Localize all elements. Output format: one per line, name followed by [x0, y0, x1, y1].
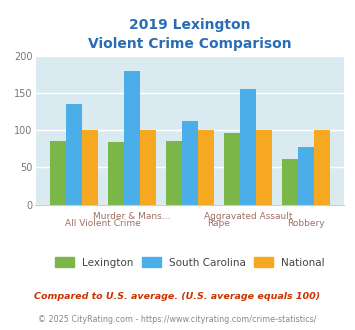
Bar: [240, 89, 256, 205]
Bar: [182, 121, 198, 205]
Bar: [140, 130, 156, 205]
Bar: [224, 133, 240, 205]
Text: Rape: Rape: [207, 219, 230, 228]
Text: © 2025 CityRating.com - https://www.cityrating.com/crime-statistics/: © 2025 CityRating.com - https://www.city…: [38, 315, 317, 324]
Title: 2019 Lexington
Violent Crime Comparison: 2019 Lexington Violent Crime Comparison: [88, 18, 292, 51]
Bar: [165, 142, 182, 205]
Legend: Lexington, South Carolina, National: Lexington, South Carolina, National: [52, 254, 328, 271]
Bar: [314, 130, 330, 205]
Text: Robbery: Robbery: [287, 219, 325, 228]
Bar: [256, 130, 272, 205]
Text: All Violent Crime: All Violent Crime: [65, 219, 141, 228]
Bar: [66, 104, 82, 205]
Bar: [282, 159, 298, 205]
Bar: [198, 130, 214, 205]
Bar: [298, 147, 314, 205]
Text: Aggravated Assault: Aggravated Assault: [204, 212, 292, 221]
Text: Compared to U.S. average. (U.S. average equals 100): Compared to U.S. average. (U.S. average …: [34, 292, 321, 301]
Bar: [82, 130, 98, 205]
Text: Murder & Mans...: Murder & Mans...: [93, 212, 171, 221]
Bar: [124, 71, 140, 205]
Bar: [50, 141, 66, 205]
Bar: [108, 142, 124, 205]
